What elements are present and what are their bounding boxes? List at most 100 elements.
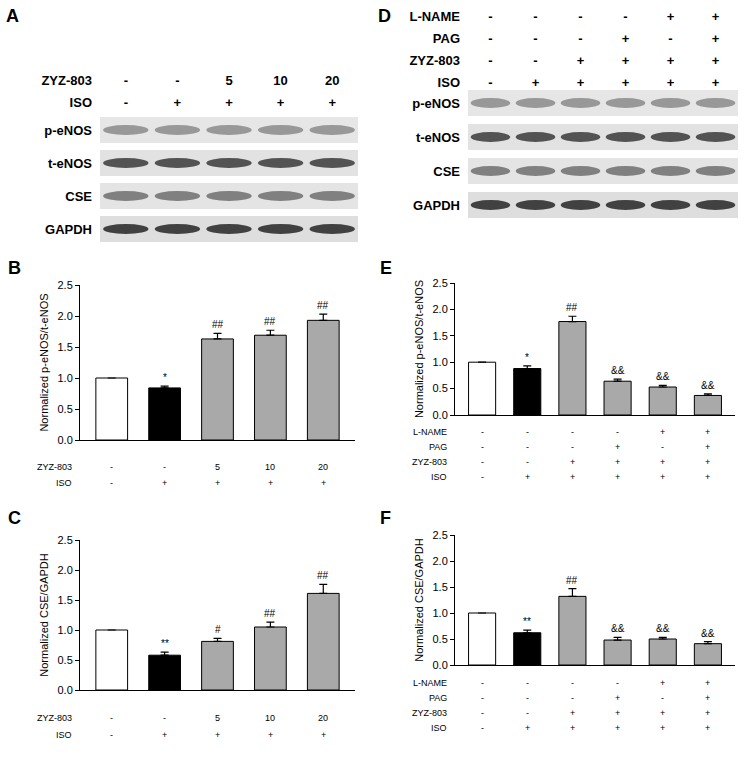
svg-text:-: -	[488, 31, 492, 46]
svg-text:PAG: PAG	[429, 442, 447, 452]
svg-text:+: +	[705, 472, 710, 482]
svg-text:&&: &&	[611, 623, 625, 634]
svg-text:##: ##	[566, 575, 578, 586]
svg-text:+: +	[225, 95, 233, 110]
svg-text:+: +	[712, 53, 720, 68]
svg-text:+: +	[660, 427, 665, 437]
svg-text:+: +	[328, 95, 336, 110]
svg-text:C: C	[8, 508, 21, 528]
svg-text:-: -	[110, 462, 113, 472]
svg-text:PAG: PAG	[429, 693, 447, 703]
svg-text:-: -	[481, 427, 484, 437]
svg-text:+: +	[705, 693, 710, 703]
svg-text:##: ##	[317, 570, 329, 581]
svg-text:0.5: 0.5	[433, 633, 448, 645]
svg-text:B: B	[8, 258, 21, 278]
svg-text:+: +	[615, 708, 620, 718]
svg-text:+: +	[215, 478, 220, 488]
svg-text:+: +	[577, 75, 585, 90]
svg-text:20: 20	[318, 713, 328, 723]
svg-text:5: 5	[215, 462, 220, 472]
svg-text:+: +	[660, 723, 665, 733]
svg-text:ISO: ISO	[438, 75, 460, 90]
svg-text:+: +	[615, 472, 620, 482]
svg-text:5: 5	[215, 713, 220, 723]
svg-text:-: -	[481, 708, 484, 718]
svg-text:+: +	[532, 75, 540, 90]
svg-text:+: +	[705, 678, 710, 688]
svg-text:1.5: 1.5	[58, 341, 73, 353]
svg-text:-: -	[526, 457, 529, 467]
svg-text:+: +	[705, 427, 710, 437]
svg-text:##: ##	[566, 302, 578, 313]
svg-text:##: ##	[317, 300, 329, 311]
svg-text:ZYZ-803: ZYZ-803	[412, 457, 447, 467]
svg-text:*: *	[525, 352, 529, 363]
svg-text:&&: &&	[611, 365, 625, 376]
svg-text:L-NAME: L-NAME	[413, 678, 447, 688]
svg-text:+: +	[268, 478, 273, 488]
svg-text:2.5: 2.5	[433, 529, 448, 541]
svg-text:0.5: 0.5	[433, 382, 448, 394]
svg-text:-: -	[488, 75, 492, 90]
svg-text:-: -	[481, 693, 484, 703]
svg-text:+: +	[622, 53, 630, 68]
svg-text:A: A	[6, 6, 19, 26]
svg-text:2.0: 2.0	[433, 555, 448, 567]
svg-text:-: -	[578, 31, 582, 46]
svg-text:-: -	[481, 723, 484, 733]
svg-text:+: +	[660, 457, 665, 467]
svg-text:0.5: 0.5	[58, 403, 73, 415]
svg-text:1.0: 1.0	[433, 356, 448, 368]
svg-text:+: +	[615, 693, 620, 703]
svg-text:ISO: ISO	[431, 723, 447, 733]
svg-text:20: 20	[318, 462, 328, 472]
svg-text:-: -	[533, 9, 537, 24]
svg-text:+: +	[615, 457, 620, 467]
svg-text:20: 20	[325, 73, 339, 88]
svg-text:&&: &&	[656, 371, 670, 382]
svg-text:-: -	[533, 53, 537, 68]
svg-text:-: -	[526, 442, 529, 452]
svg-text:-: -	[526, 427, 529, 437]
svg-text:**: **	[161, 638, 169, 649]
svg-text:-: -	[481, 472, 484, 482]
svg-text:+: +	[705, 708, 710, 718]
svg-text:#: #	[215, 624, 221, 635]
svg-text:t-eNOS: t-eNOS	[416, 130, 460, 145]
svg-text:GAPDH: GAPDH	[413, 198, 460, 213]
svg-text:+: +	[570, 472, 575, 482]
svg-text:##: ##	[264, 608, 276, 619]
svg-text:1.5: 1.5	[58, 594, 73, 606]
svg-text:CSE: CSE	[65, 189, 92, 204]
svg-text:PAG: PAG	[433, 31, 460, 46]
svg-text:+: +	[321, 478, 326, 488]
svg-text:+: +	[712, 75, 720, 90]
svg-text:+: +	[615, 723, 620, 733]
svg-text:Normalized CSE/GAPDH: Normalized CSE/GAPDH	[38, 553, 50, 677]
svg-text:&&: &&	[701, 380, 715, 391]
svg-text:p-eNOS: p-eNOS	[44, 123, 92, 138]
svg-text:ZYZ-803: ZYZ-803	[409, 53, 460, 68]
svg-text:+: +	[215, 730, 220, 740]
svg-text:+: +	[667, 75, 675, 90]
svg-text:-: -	[616, 678, 619, 688]
svg-text:-: -	[571, 427, 574, 437]
svg-text:ISO: ISO	[56, 730, 72, 740]
svg-text:+: +	[525, 723, 530, 733]
svg-text:1.0: 1.0	[58, 372, 73, 384]
svg-text:10: 10	[265, 462, 275, 472]
svg-text:ZYZ-803: ZYZ-803	[37, 462, 72, 472]
svg-text:-: -	[175, 73, 179, 88]
svg-text:-: -	[526, 678, 529, 688]
svg-text:-: -	[481, 442, 484, 452]
svg-text:10: 10	[273, 73, 287, 88]
svg-text:+: +	[660, 678, 665, 688]
svg-text:-: -	[668, 31, 672, 46]
svg-text:-: -	[110, 478, 113, 488]
svg-text:-: -	[578, 9, 582, 24]
svg-text:L-NAME: L-NAME	[409, 9, 460, 24]
svg-text:ZYZ-803: ZYZ-803	[37, 713, 72, 723]
svg-text:+: +	[162, 478, 167, 488]
svg-text:-: -	[661, 442, 664, 452]
